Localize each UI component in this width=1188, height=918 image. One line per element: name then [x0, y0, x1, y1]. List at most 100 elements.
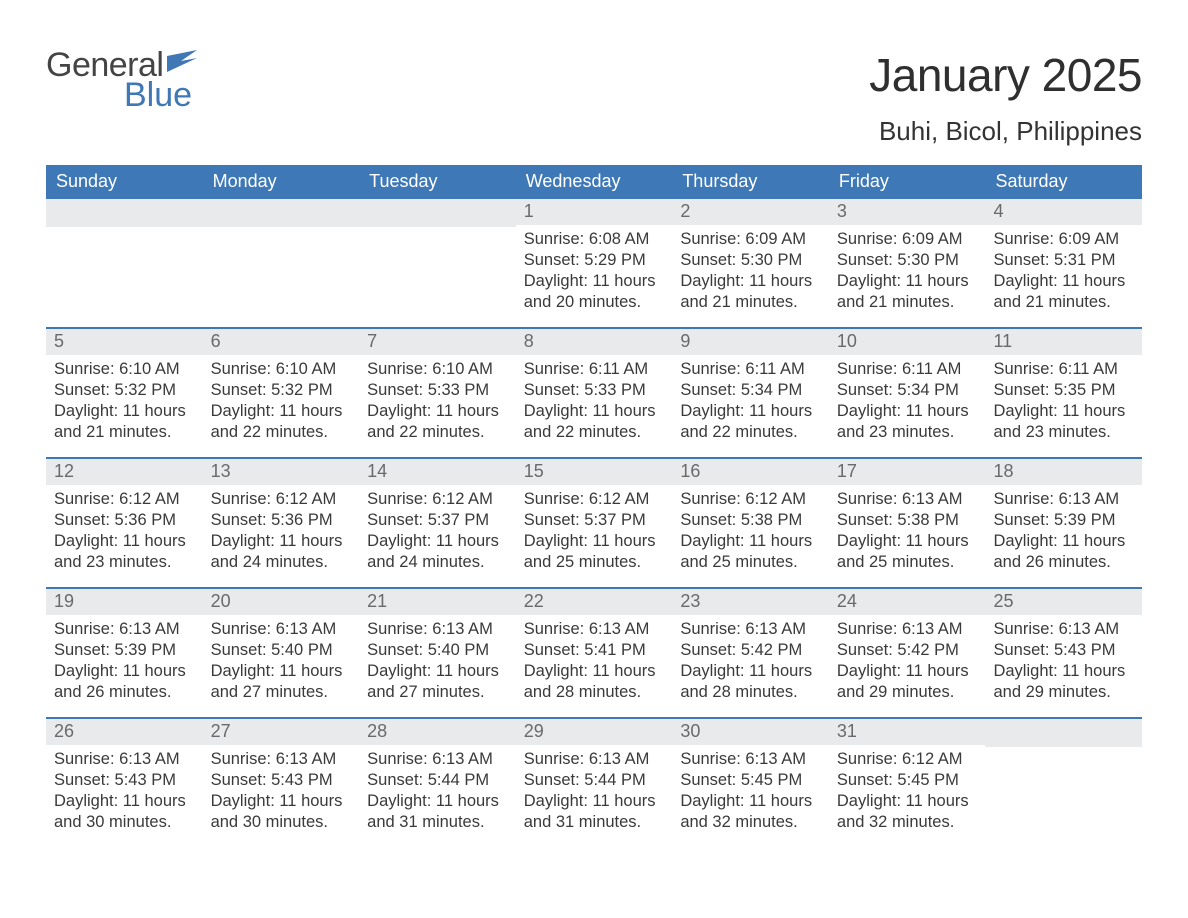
sunrise-line: Sunrise: 6:13 AM — [211, 749, 352, 770]
day-cell: 1Sunrise: 6:08 AMSunset: 5:29 PMDaylight… — [516, 199, 673, 327]
day-cell: 23Sunrise: 6:13 AMSunset: 5:42 PMDayligh… — [672, 589, 829, 717]
week-row: 5Sunrise: 6:10 AMSunset: 5:32 PMDaylight… — [46, 327, 1142, 457]
sunrise-line: Sunrise: 6:13 AM — [367, 619, 508, 640]
daylight-line: Daylight: 11 hours and 27 minutes. — [367, 661, 508, 703]
sunset-line: Sunset: 5:34 PM — [680, 380, 821, 401]
day-number: 7 — [359, 329, 516, 355]
day-number: 9 — [672, 329, 829, 355]
sunset-line: Sunset: 5:42 PM — [837, 640, 978, 661]
day-details: Sunrise: 6:13 AMSunset: 5:40 PMDaylight:… — [359, 615, 516, 711]
day-details: Sunrise: 6:12 AMSunset: 5:45 PMDaylight:… — [829, 745, 986, 841]
calendar-grid: SundayMondayTuesdayWednesdayThursdayFrid… — [46, 165, 1142, 847]
daylight-line: Daylight: 11 hours and 23 minutes. — [993, 401, 1134, 443]
day-number — [359, 199, 516, 227]
day-cell: 3Sunrise: 6:09 AMSunset: 5:30 PMDaylight… — [829, 199, 986, 327]
daylight-line: Daylight: 11 hours and 22 minutes. — [524, 401, 665, 443]
day-details: Sunrise: 6:09 AMSunset: 5:30 PMDaylight:… — [672, 225, 829, 321]
day-number: 29 — [516, 719, 673, 745]
day-number: 24 — [829, 589, 986, 615]
day-details: Sunrise: 6:13 AMSunset: 5:38 PMDaylight:… — [829, 485, 986, 581]
sunset-line: Sunset: 5:37 PM — [524, 510, 665, 531]
day-cell: 24Sunrise: 6:13 AMSunset: 5:42 PMDayligh… — [829, 589, 986, 717]
sunset-line: Sunset: 5:39 PM — [993, 510, 1134, 531]
day-cell: 27Sunrise: 6:13 AMSunset: 5:43 PMDayligh… — [203, 719, 360, 847]
sunrise-line: Sunrise: 6:09 AM — [680, 229, 821, 250]
day-details: Sunrise: 6:11 AMSunset: 5:35 PMDaylight:… — [985, 355, 1142, 451]
day-details: Sunrise: 6:12 AMSunset: 5:36 PMDaylight:… — [203, 485, 360, 581]
header-region: General Blue January 2025 Buhi, Bicol, P… — [46, 48, 1142, 147]
day-number: 10 — [829, 329, 986, 355]
sunset-line: Sunset: 5:43 PM — [211, 770, 352, 791]
daylight-line: Daylight: 11 hours and 23 minutes. — [54, 531, 195, 573]
day-details: Sunrise: 6:13 AMSunset: 5:39 PMDaylight:… — [985, 485, 1142, 581]
weekday-header: Wednesday — [516, 165, 673, 199]
sunrise-line: Sunrise: 6:13 AM — [993, 619, 1134, 640]
sunset-line: Sunset: 5:33 PM — [367, 380, 508, 401]
day-number: 31 — [829, 719, 986, 745]
sunset-line: Sunset: 5:39 PM — [54, 640, 195, 661]
sunset-line: Sunset: 5:37 PM — [367, 510, 508, 531]
sunrise-line: Sunrise: 6:11 AM — [680, 359, 821, 380]
sunrise-line: Sunrise: 6:11 AM — [993, 359, 1134, 380]
sunrise-line: Sunrise: 6:10 AM — [367, 359, 508, 380]
sunset-line: Sunset: 5:38 PM — [837, 510, 978, 531]
day-number: 27 — [203, 719, 360, 745]
day-cell: 12 Sunrise: 6:12 AMSunset: 5:36 PMDayligh… — [46, 459, 203, 587]
day-details: Sunrise: 6:10 AMSunset: 5:32 PMDaylight:… — [203, 355, 360, 451]
day-details: Sunrise: 6:10 AMSunset: 5:32 PMDaylight:… — [46, 355, 203, 451]
location-subtitle: Buhi, Bicol, Philippines — [869, 116, 1142, 147]
day-details: Sunrise: 6:08 AMSunset: 5:29 PMDaylight:… — [516, 225, 673, 321]
day-details: Sunrise: 6:13 AMSunset: 5:41 PMDaylight:… — [516, 615, 673, 711]
weekday-header: Saturday — [985, 165, 1142, 199]
day-number: 8 — [516, 329, 673, 355]
week-row: 1Sunrise: 6:08 AMSunset: 5:29 PMDaylight… — [46, 199, 1142, 327]
day-number: 3 — [829, 199, 986, 225]
sunrise-line: Sunrise: 6:11 AM — [837, 359, 978, 380]
day-cell: 2Sunrise: 6:09 AMSunset: 5:30 PMDaylight… — [672, 199, 829, 327]
sunrise-line: Sunrise: 6:12 AM — [837, 749, 978, 770]
day-number: 1 — [516, 199, 673, 225]
day-cell: 18Sunrise: 6:13 AMSunset: 5:39 PMDayligh… — [985, 459, 1142, 587]
sunrise-line: Sunrise: 6:12 AM — [54, 489, 195, 510]
daylight-line: Daylight: 11 hours and 23 minutes. — [837, 401, 978, 443]
sunset-line: Sunset: 5:35 PM — [993, 380, 1134, 401]
day-cell: 25Sunrise: 6:13 AMSunset: 5:43 PMDayligh… — [985, 589, 1142, 717]
week-row: 26Sunrise: 6:13 AMSunset: 5:43 PMDayligh… — [46, 717, 1142, 847]
day-cell: 31Sunrise: 6:12 AMSunset: 5:45 PMDayligh… — [829, 719, 986, 847]
day-details: Sunrise: 6:13 AMSunset: 5:43 PMDaylight:… — [203, 745, 360, 841]
empty-cell — [985, 719, 1142, 847]
sunset-line: Sunset: 5:31 PM — [993, 250, 1134, 271]
sunset-line: Sunset: 5:30 PM — [837, 250, 978, 271]
day-number: 12 — [46, 459, 203, 485]
day-number: 21 — [359, 589, 516, 615]
day-number — [203, 199, 360, 227]
empty-cell — [203, 199, 360, 327]
daylight-line: Daylight: 11 hours and 25 minutes. — [524, 531, 665, 573]
sunset-line: Sunset: 5:40 PM — [367, 640, 508, 661]
sunrise-line: Sunrise: 6:12 AM — [211, 489, 352, 510]
day-number: 5 — [46, 329, 203, 355]
daylight-line: Daylight: 11 hours and 28 minutes. — [524, 661, 665, 703]
sunrise-line: Sunrise: 6:12 AM — [367, 489, 508, 510]
sunset-line: Sunset: 5:32 PM — [211, 380, 352, 401]
daylight-line: Daylight: 11 hours and 26 minutes. — [993, 531, 1134, 573]
day-number — [985, 719, 1142, 747]
day-details: Sunrise: 6:13 AMSunset: 5:45 PMDaylight:… — [672, 745, 829, 841]
daylight-line: Daylight: 11 hours and 24 minutes. — [211, 531, 352, 573]
sunset-line: Sunset: 5:29 PM — [524, 250, 665, 271]
sunset-line: Sunset: 5:30 PM — [680, 250, 821, 271]
day-cell: 14Sunrise: 6:12 AMSunset: 5:37 PMDayligh… — [359, 459, 516, 587]
sunset-line: Sunset: 5:36 PM — [211, 510, 352, 531]
day-number: 18 — [985, 459, 1142, 485]
day-cell: 13Sunrise: 6:12 AMSunset: 5:36 PMDayligh… — [203, 459, 360, 587]
daylight-line: Daylight: 11 hours and 32 minutes. — [837, 791, 978, 833]
weekday-header: Monday — [203, 165, 360, 199]
daylight-line: Daylight: 11 hours and 22 minutes. — [367, 401, 508, 443]
sunrise-line: Sunrise: 6:11 AM — [524, 359, 665, 380]
day-number: 17 — [829, 459, 986, 485]
sunrise-line: Sunrise: 6:12 AM — [524, 489, 665, 510]
sunset-line: Sunset: 5:36 PM — [54, 510, 195, 531]
weekday-header: Friday — [829, 165, 986, 199]
day-cell: 10Sunrise: 6:11 AMSunset: 5:34 PMDayligh… — [829, 329, 986, 457]
day-details: Sunrise: 6:12 AMSunset: 5:37 PMDaylight:… — [516, 485, 673, 581]
